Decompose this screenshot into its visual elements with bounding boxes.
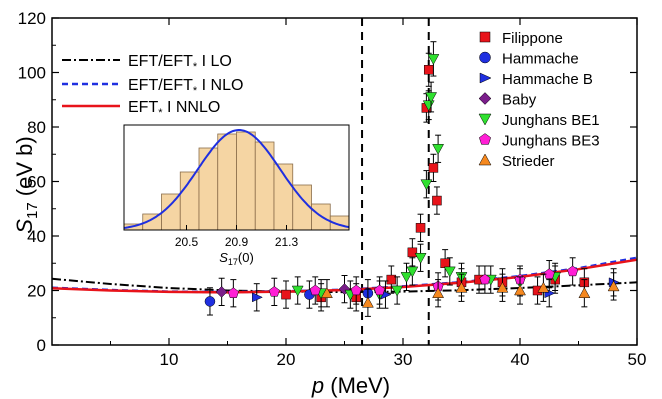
legend-marker-hammache [479, 51, 491, 64]
data-point-strieder [537, 281, 550, 293]
data-point-strieder [578, 287, 591, 298]
data-point-junghans-be1 [443, 266, 456, 278]
x-tick-label: 20 [277, 350, 296, 369]
data-point-baby [215, 286, 228, 298]
y-tick-label: 100 [18, 64, 46, 83]
legend-marker-baby [478, 92, 492, 105]
data-point-filippone [428, 163, 439, 173]
legend-marker-filippone [479, 31, 491, 43]
data-point-junghans-be3 [309, 284, 321, 296]
y-tick-label: 20 [27, 282, 46, 301]
data-point-filippone [440, 258, 450, 268]
data-point-junghans-be3 [350, 284, 362, 296]
legend-label-nnlo: EFT* I NNLO [128, 99, 220, 119]
legend-label: Hammache B [502, 71, 593, 88]
data-point-junghans-be1 [420, 179, 433, 191]
data-point-strieder [455, 281, 468, 293]
data-point-junghans-be3 [479, 273, 491, 285]
data-point-junghans-be1 [414, 253, 427, 264]
data-point-junghans-be3 [543, 268, 555, 279]
legend-label: Junghans BE1 [502, 112, 600, 129]
data-point-strieder [320, 287, 333, 298]
data-point-junghans-be1 [400, 272, 413, 283]
data-point-strieder [361, 296, 374, 308]
inset-x-tick-label: 20.9 [225, 235, 249, 249]
legend-marker-hammache-b [479, 72, 492, 84]
inset-bar [198, 147, 219, 231]
data-point-junghans-be3 [268, 286, 280, 297]
inset-bar [217, 133, 237, 231]
y-tick-label: 0 [37, 336, 46, 355]
y-tick-label: 120 [18, 9, 46, 28]
inset-bar [236, 131, 256, 231]
data-point-junghans-be1 [391, 285, 404, 297]
data-point-strieder [432, 287, 445, 298]
y-axis-label: S17 (eV b) [12, 136, 41, 233]
legend-data-sets: Filippone Hammache Hammache B Baby Junghans … [478, 30, 600, 170]
legend-marker-junghans-be1 [478, 113, 492, 126]
data-point-hammache-b [252, 292, 263, 303]
legend-label: Hammache [502, 51, 579, 68]
inset-histogram: 20.5 20.9 21.3 S17(0) [123, 124, 350, 267]
legend-label: Baby [502, 92, 537, 109]
data-point-junghans-be1 [432, 144, 445, 155]
data-point-filippone [386, 274, 397, 285]
data-point-junghans-be1 [406, 266, 419, 278]
data-point-strieder [496, 281, 509, 293]
inset-gaussian-curve [123, 129, 350, 229]
legend-marker-strieder [478, 153, 492, 166]
data-point-junghans-be1 [291, 285, 304, 297]
data-point-filippone [415, 223, 426, 233]
x-tick-label: 10 [160, 350, 179, 369]
data-point-junghans-be1 [425, 92, 438, 104]
inset-x-axis-label: S17(0) [219, 250, 254, 267]
inset-bar [161, 193, 181, 231]
data-point-filippone [407, 247, 418, 258]
axis-ticks: 10 20 30 40 50 0 20 40 60 80 100 120 [18, 9, 647, 369]
legend-label: Strieder [502, 153, 555, 170]
x-tick-label: 40 [511, 350, 530, 369]
inset-x-tick-label: 21.3 [275, 235, 299, 249]
legend-label: Filippone [502, 30, 563, 47]
data-point-strieder [514, 284, 526, 296]
data-point-strieder [607, 280, 620, 292]
x-tick-label: 30 [394, 350, 413, 369]
data-point-filippone [281, 289, 291, 300]
x-axis-label: p (MeV) [311, 373, 390, 398]
legend-theory: EFT/EFT* I LO EFT/EFT* I NLO EFT* I NNLO [62, 53, 243, 119]
x-tick-label: 50 [628, 350, 647, 369]
data-point-hammache [204, 296, 216, 307]
data-point-junghans-be3 [374, 284, 386, 296]
legend-label-lo: EFT/EFT* I LO [128, 53, 232, 73]
data-point-filippone [432, 195, 442, 206]
data-point-junghans-be3 [227, 287, 239, 298]
data-point-junghans-be3 [567, 265, 579, 277]
data-point-filippone [423, 65, 434, 75]
y-tick-label: 40 [27, 227, 46, 246]
y-tick-label: 60 [27, 173, 46, 192]
inset-x-tick-label: 20.5 [175, 235, 199, 249]
data-point-junghans-be1 [427, 54, 440, 65]
legend-label: Junghans BE3 [502, 133, 600, 150]
legend-marker-junghans-be3 [479, 133, 491, 145]
legend-label-nlo: EFT/EFT* I NLO [128, 77, 243, 97]
data-points [204, 41, 620, 317]
y-tick-label: 80 [27, 118, 46, 137]
